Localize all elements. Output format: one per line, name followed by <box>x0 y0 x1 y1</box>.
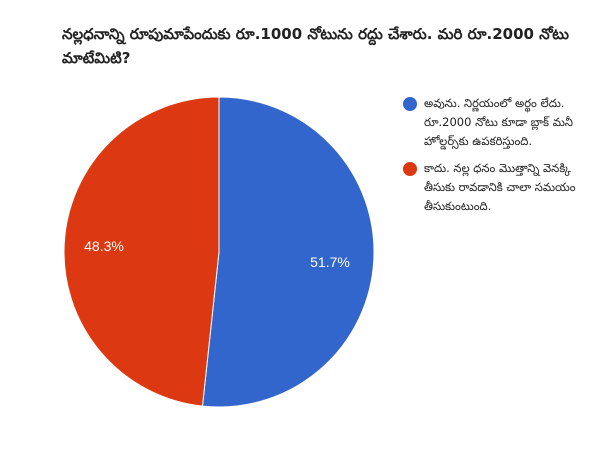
slice-label-yes: 51.7% <box>310 254 350 270</box>
chart-title: నల్లధనాన్ని రూపుమాపేందుకు రూ.1000 నోటును… <box>62 25 569 67</box>
legend-dot-red-icon <box>403 162 417 176</box>
pie-slice-no[interactable] <box>63 96 220 407</box>
legend-item-yes[interactable]: అవును. నిర్ణయంలో అర్థం లేదు. రూ.2000 నోట… <box>402 94 592 151</box>
legend: అవును. నిర్ణయంలో అర్థం లేదు. రూ.2000 నోట… <box>402 94 592 224</box>
legend-label: అవును. నిర్ణయంలో అర్థం లేదు. రూ.2000 నోట… <box>424 96 573 148</box>
pie-slice-yes[interactable] <box>201 96 375 408</box>
legend-dot-blue-icon <box>403 97 417 111</box>
legend-label: కాదు. నల్ల ధనం మొత్తాన్ని వెనక్కి తీసుకు… <box>424 161 576 213</box>
slice-label-no: 48.3% <box>84 238 124 254</box>
legend-item-no[interactable]: కాదు. నల్ల ధనం మొత్తాన్ని వెనక్కి తీసుకు… <box>402 159 592 216</box>
